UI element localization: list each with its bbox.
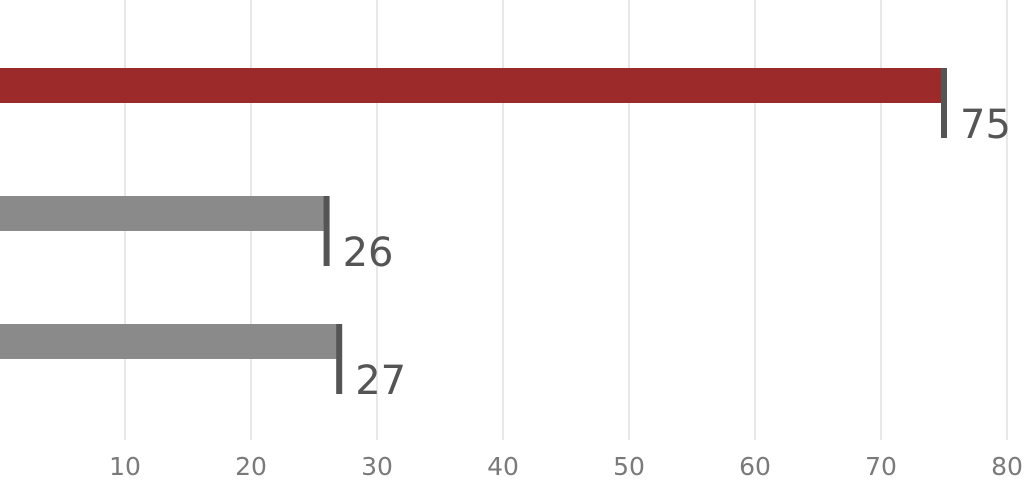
x-tick-label: 20 (235, 452, 267, 481)
x-tick-label: 60 (739, 452, 771, 481)
x-tick-label: 10 (109, 452, 141, 481)
x-tick-label: 80 (991, 452, 1023, 481)
bar-end-marker (941, 68, 947, 138)
x-tick-label: 30 (361, 452, 393, 481)
bar (0, 324, 340, 359)
x-tick-label: 70 (865, 452, 897, 481)
value-label: 27 (355, 358, 406, 404)
bar (0, 68, 944, 103)
bar (0, 196, 327, 231)
x-tick-label: 40 (487, 452, 519, 481)
x-tick-label: 50 (613, 452, 645, 481)
bar-end-marker (323, 196, 330, 266)
value-label: 26 (343, 230, 394, 276)
bar-end-marker (336, 324, 343, 394)
value-label: 75 (960, 102, 1011, 148)
